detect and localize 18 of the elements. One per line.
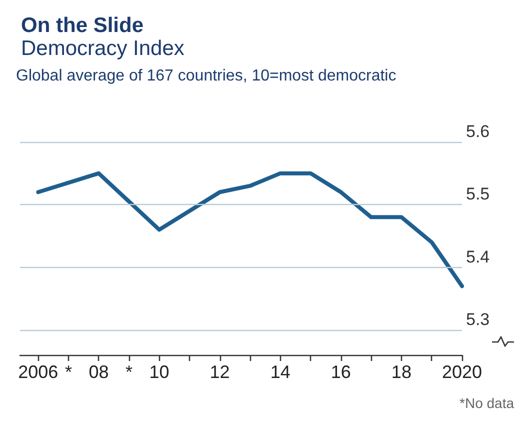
x-tick-label: 18 [391, 362, 412, 382]
y-tick-label: 5.3 [466, 310, 490, 329]
x-tick-label: 14 [270, 362, 290, 382]
x-tick-label: 2006 [18, 362, 58, 382]
y-tick-label: 5.4 [466, 247, 490, 266]
chart-title: On the Slide [21, 14, 144, 37]
x-tick-label: 10 [149, 362, 170, 382]
x-tick-label: * [125, 362, 132, 382]
text: *No data [460, 395, 514, 411]
y-tick-label: 5.5 [466, 184, 490, 204]
chart-subtitle: Democracy Index [21, 37, 185, 60]
x-tick-label: 2020 [442, 362, 482, 382]
x-tick-label: 08 [88, 362, 109, 382]
x-tick-label: 12 [210, 362, 230, 382]
x-tick-label: * [64, 362, 72, 382]
x-tick-label: 16 [330, 362, 351, 382]
y-axis-title: Global average of 167 countries, 10=most democratic [16, 68, 396, 84]
y-tick-label: 5.6 [466, 122, 490, 141]
